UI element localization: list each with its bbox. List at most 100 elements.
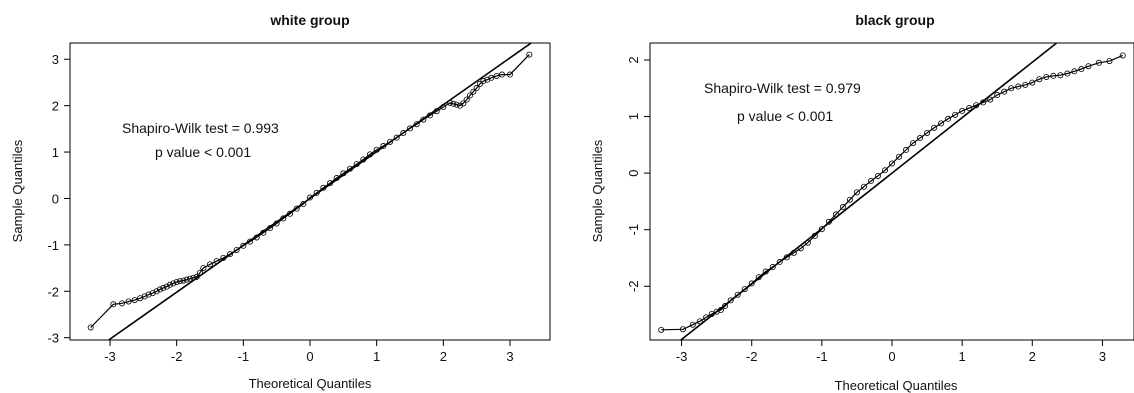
data-point bbox=[811, 232, 818, 239]
data-point bbox=[783, 254, 790, 261]
y-tick-label: 0 bbox=[626, 169, 641, 176]
data-point bbox=[119, 300, 126, 307]
x-tick-label: 0 bbox=[306, 349, 313, 364]
data-point bbox=[266, 225, 273, 232]
data-point bbox=[190, 274, 197, 281]
data-point bbox=[987, 96, 994, 103]
data-point bbox=[286, 210, 293, 217]
x-tick-label: 3 bbox=[506, 349, 513, 364]
data-point bbox=[306, 194, 313, 201]
data-point bbox=[300, 201, 307, 208]
data-point bbox=[924, 129, 931, 136]
data-point bbox=[1106, 58, 1113, 65]
data-point bbox=[658, 326, 665, 333]
data-point bbox=[748, 280, 755, 287]
data-point bbox=[273, 220, 280, 227]
data-point bbox=[889, 160, 896, 167]
data-point bbox=[160, 285, 167, 292]
data-point bbox=[440, 104, 447, 111]
data-point bbox=[769, 264, 776, 271]
sample-quantile-trace bbox=[90, 54, 530, 328]
y-tick-label: 0 bbox=[52, 191, 59, 206]
data-point bbox=[853, 189, 860, 196]
data-point bbox=[938, 120, 945, 127]
data-point bbox=[1036, 76, 1043, 83]
data-point bbox=[193, 273, 200, 280]
x-tick-label: 3 bbox=[1099, 349, 1106, 364]
data-point bbox=[493, 72, 500, 79]
data-point bbox=[1095, 59, 1102, 66]
data-point bbox=[153, 288, 160, 295]
data-point bbox=[466, 92, 473, 99]
data-point bbox=[180, 277, 187, 284]
x-tick-label: -3 bbox=[104, 349, 116, 364]
chart-title: white group bbox=[269, 12, 349, 28]
data-point bbox=[910, 140, 917, 147]
data-point bbox=[326, 180, 333, 187]
y-axis-label: Sample Quantiles bbox=[590, 139, 605, 242]
sample-quantile-trace bbox=[661, 54, 1124, 331]
data-point bbox=[818, 226, 825, 233]
x-tick-label: 0 bbox=[888, 349, 895, 364]
annotation-line-2: p value < 0.001 bbox=[737, 108, 833, 124]
data-point bbox=[170, 280, 177, 287]
y-axis-label: Sample Quantiles bbox=[10, 139, 25, 242]
data-point bbox=[860, 183, 867, 190]
black-group-panel: black group Shapiro-Wilk test = 0.979 p … bbox=[590, 12, 1134, 393]
data-point bbox=[959, 107, 966, 114]
x-tick-label: 2 bbox=[1029, 349, 1036, 364]
data-point bbox=[340, 170, 347, 177]
x-tick-label: 1 bbox=[959, 349, 966, 364]
data-point bbox=[1085, 63, 1092, 70]
data-points bbox=[87, 42, 533, 341]
x-axis-label: Theoretical Quantiles bbox=[835, 378, 958, 393]
data-point bbox=[196, 269, 203, 276]
data-point bbox=[1043, 73, 1050, 80]
data-point bbox=[280, 215, 287, 222]
data-point bbox=[125, 298, 132, 305]
data-point bbox=[1029, 79, 1036, 86]
x-tick-label: -1 bbox=[816, 349, 828, 364]
data-point bbox=[741, 286, 748, 293]
data-point bbox=[966, 105, 973, 112]
data-point bbox=[1057, 72, 1064, 79]
data-point bbox=[1064, 70, 1071, 77]
data-point bbox=[400, 130, 407, 137]
y-tick-label: 1 bbox=[626, 113, 641, 120]
qq-reference-line bbox=[108, 42, 532, 341]
data-point bbox=[727, 297, 734, 304]
data-point bbox=[708, 310, 715, 317]
data-point bbox=[931, 124, 938, 131]
data-point bbox=[917, 135, 924, 142]
white-group-panel: white group Shapiro-Wilk test = 0.993 p … bbox=[10, 12, 551, 391]
data-point bbox=[874, 172, 881, 179]
data-point bbox=[433, 108, 440, 115]
data-point bbox=[87, 324, 94, 331]
data-point bbox=[776, 258, 783, 265]
data-point bbox=[1008, 85, 1015, 92]
data-point bbox=[333, 175, 340, 182]
data-point bbox=[1001, 88, 1008, 95]
data-point bbox=[825, 218, 832, 225]
x-tick-label: -2 bbox=[746, 349, 758, 364]
y-tick-label: 1 bbox=[52, 145, 59, 160]
x-tick-label: -3 bbox=[676, 349, 688, 364]
data-point bbox=[176, 278, 183, 285]
data-point bbox=[226, 251, 233, 258]
data-point bbox=[797, 245, 804, 252]
data-point bbox=[460, 100, 467, 107]
data-point bbox=[233, 246, 240, 253]
data-point bbox=[110, 301, 117, 308]
data-point bbox=[420, 116, 427, 123]
data-point bbox=[526, 51, 533, 58]
data-point bbox=[790, 249, 797, 256]
data-point bbox=[952, 111, 959, 118]
data-point bbox=[253, 234, 260, 241]
data-point bbox=[1078, 66, 1085, 73]
x-tick-label: -1 bbox=[238, 349, 250, 364]
data-point bbox=[313, 189, 320, 196]
data-point bbox=[755, 274, 762, 281]
data-point bbox=[393, 134, 400, 141]
data-point bbox=[722, 303, 729, 310]
data-point bbox=[994, 92, 1001, 99]
